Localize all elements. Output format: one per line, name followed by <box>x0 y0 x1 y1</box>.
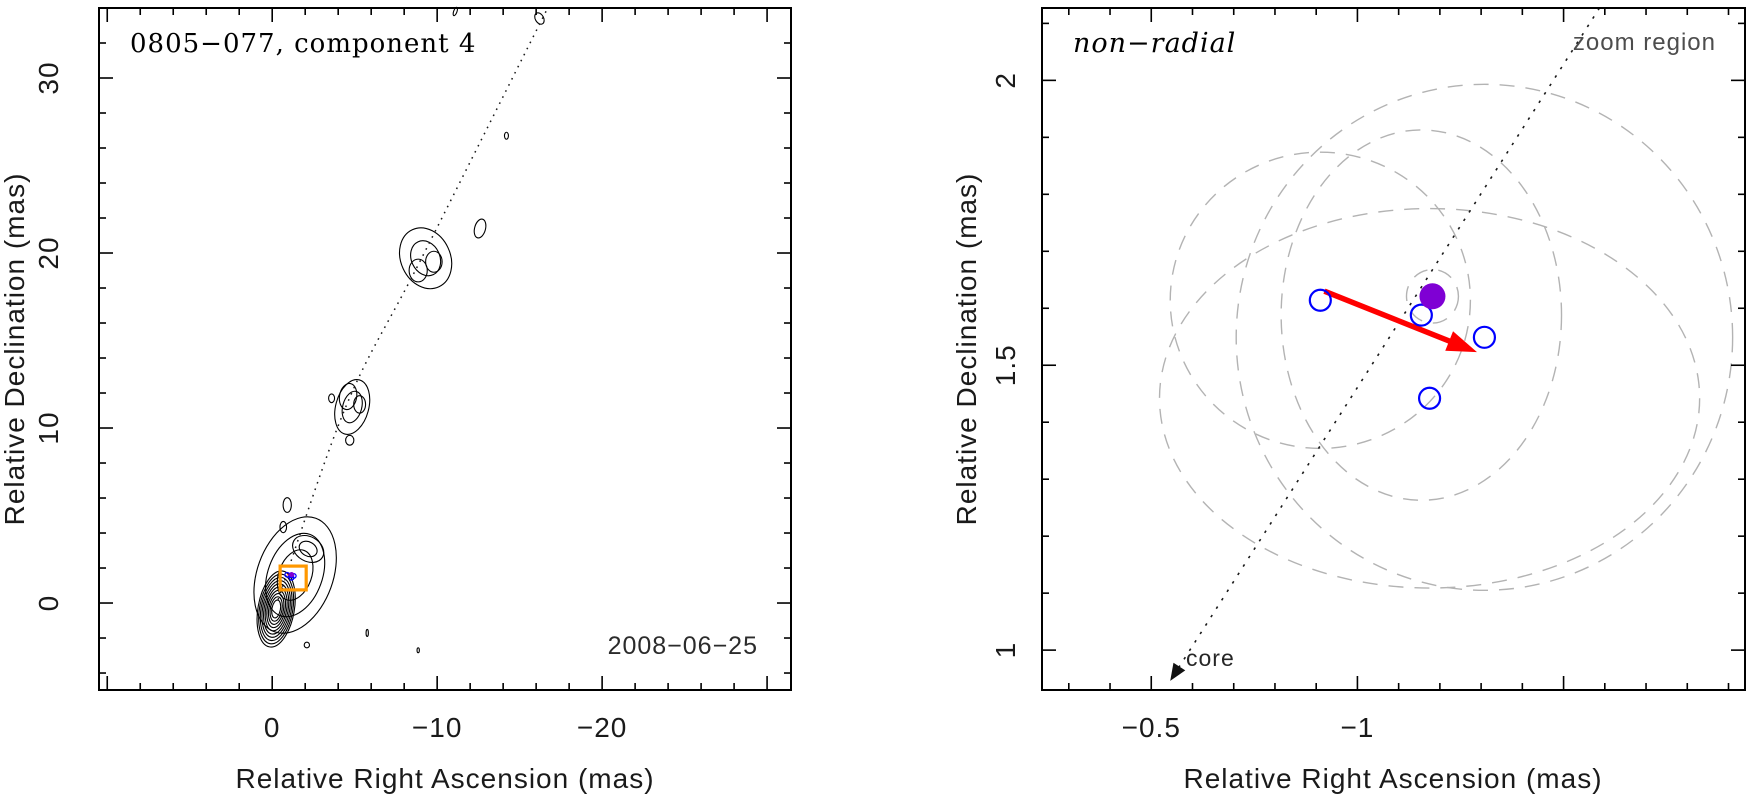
zoom-region-orange-box <box>278 564 308 592</box>
contour-ring <box>416 647 420 654</box>
contour-ring <box>408 258 428 283</box>
contour-ring <box>292 534 325 563</box>
zoom-region-box-group <box>278 564 308 592</box>
zoom-region-label: zoom region <box>1573 29 1716 56</box>
velocity-arrow-group <box>1323 288 1477 353</box>
epoch-date-label: 2008−06−25 <box>608 632 758 660</box>
contour-ring <box>279 520 288 534</box>
y-axis-label: Relative Declination (mas) <box>951 173 982 526</box>
contour-group <box>253 6 545 654</box>
beam-dashed-ellipses <box>1158 83 1734 591</box>
x-tick-label: −20 <box>577 712 628 743</box>
core-trajectory-dotted <box>1169 7 1601 682</box>
core-arrowhead-icon <box>1170 662 1186 681</box>
x-tick-label: 0 <box>264 712 281 743</box>
contour-ring <box>267 593 285 625</box>
contour-ring <box>353 395 367 414</box>
plot-frame <box>1041 7 1746 691</box>
y-tick-label: 0 <box>33 595 64 612</box>
core-trajectory-dotted-line <box>1169 7 1601 682</box>
x-tick-label: −1 <box>1340 712 1374 743</box>
contour-ring <box>398 227 453 290</box>
y-axis-label: Relative Declination (mas) <box>0 173 30 526</box>
epoch-position-open-circle <box>1409 303 1433 327</box>
core-direction-label: core <box>1186 645 1235 671</box>
epoch-position-open-circle <box>1472 325 1497 349</box>
contour-ring <box>503 131 509 140</box>
beam-dashed-ellipse <box>1169 151 1472 450</box>
velocity-arrowhead <box>1445 331 1477 353</box>
axis-tick-labels: −0.5 −1 1 1.5 2 <box>990 72 1374 743</box>
right-panel-zoom-region: −0.5 −111.52 non−radial zoom region core … <box>951 7 1746 794</box>
y-tick-label: 30 <box>33 61 64 94</box>
beam-dashed-ellipse <box>1158 207 1701 589</box>
motion-type-label: non−radial <box>1073 28 1236 59</box>
contour-ring <box>258 573 295 645</box>
left-panel-contour-map: 0 −10 −20 0 10 20 30 0805−077, component 4 200… <box>0 6 792 794</box>
contour-ring <box>265 532 326 618</box>
contour-ring <box>410 240 442 277</box>
mini-latest-epoch-point <box>289 572 295 578</box>
y-tick-label: 1 <box>990 642 1021 659</box>
contour-ring <box>425 250 443 273</box>
contour-ring <box>271 599 282 619</box>
axis-tick-labels: 0 −10 −20 0 10 20 30 <box>33 61 628 743</box>
jet-trajectory-path <box>277 7 549 600</box>
contour-ring <box>282 497 292 513</box>
velocity-arrow-shaft <box>1323 288 1462 349</box>
component-positions <box>1308 283 1497 410</box>
contour-ring <box>253 516 337 634</box>
contour-ring <box>338 382 358 411</box>
beam-dashed-ellipse <box>1405 268 1460 324</box>
x-tick-label: −0.5 <box>1122 712 1181 743</box>
contour-ring <box>328 393 336 404</box>
x-axis-label: Relative Right Ascension (mas) <box>235 763 654 794</box>
contour-ring <box>365 628 369 637</box>
axis-ticks <box>1042 8 1745 690</box>
contour-ring <box>473 218 487 239</box>
plot-frame <box>98 7 792 691</box>
jet-trajectory-dotted-line <box>277 7 549 600</box>
contour-ring <box>298 540 318 558</box>
contour-ring <box>256 570 296 648</box>
contour-ring <box>334 379 371 435</box>
x-axis-label: Relative Right Ascension (mas) <box>1183 763 1602 794</box>
source-title: 0805−077, component 4 <box>130 29 476 59</box>
contour-ring <box>303 641 311 649</box>
latest-epoch-filled-circle <box>1419 283 1446 310</box>
epoch-position-open-circle <box>1308 288 1332 312</box>
beam-dashed-ellipse <box>1280 129 1563 501</box>
y-tick-label: 2 <box>990 72 1021 89</box>
y-tick-label: 1.5 <box>990 344 1021 386</box>
contour-ring <box>345 434 355 446</box>
y-tick-label: 10 <box>33 411 64 444</box>
axis-ticks <box>99 8 791 690</box>
epoch-position-open-circle <box>1417 386 1442 410</box>
x-tick-label: −10 <box>412 712 463 743</box>
y-tick-label: 20 <box>33 236 64 269</box>
beam-dashed-ellipse <box>1235 83 1734 591</box>
